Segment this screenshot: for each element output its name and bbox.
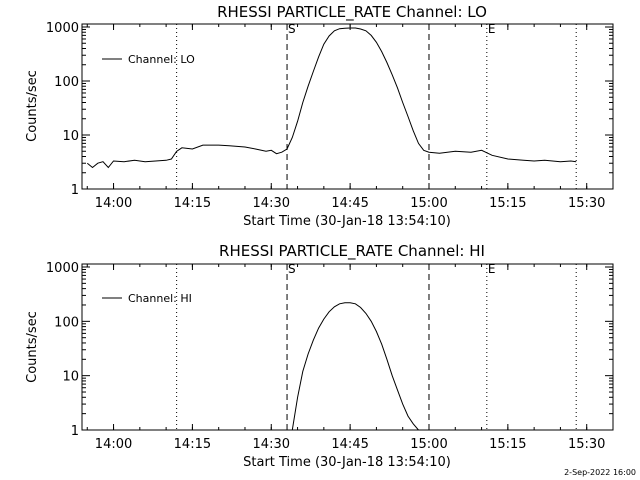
series-line [291,302,419,431]
x-tick-label: 15:15 [489,437,526,452]
legend-entry: Channel: HI [128,292,192,305]
x-tick-label: 14:15 [174,196,211,211]
timestamp-footer: 2-Sep-2022 16:00 [564,468,636,477]
y-tick-label: 100 [54,75,79,90]
x-tick-label: 15:00 [410,196,447,211]
y-tick-label: 1 [71,183,79,198]
x-tick-label: 15:30 [568,437,605,452]
x-tick-label: 14:45 [331,437,368,452]
y-tick-label: 10 [62,129,79,144]
y-tick-label: 1 [71,424,79,439]
start-marker-label: S [288,22,296,36]
x-tick-label: 14:15 [174,437,211,452]
plot-frame [81,23,614,190]
x-tick-label: 14:45 [331,196,368,211]
y-tick-label: 10 [62,370,79,385]
x-tick-label: 15:30 [568,196,605,211]
x-tick-label: 14:00 [95,437,132,452]
x-tick-label: 15:00 [410,437,447,452]
legend: Channel: LO [102,53,195,66]
plot-frame [81,263,614,431]
x-axis-label: Start Time (30-Jan-18 13:54:10) [243,455,451,470]
y-tick-label: 1000 [46,21,79,36]
x-tick-label: 14:30 [253,437,290,452]
y-tick-label: 1000 [46,261,79,276]
chart-title: RHESSI PARTICLE_RATE Channel: LO [217,3,487,22]
x-tick-label: 15:15 [489,196,526,211]
end-marker-label: E [488,22,496,36]
bottom-panel: RHESSI PARTICLE_RATE Channel: HI S E 14:0… [25,242,614,470]
start-marker-label: S [288,262,296,276]
y-axis-label: Counts/sec [25,70,40,142]
x-tick-label: 14:30 [253,196,290,211]
chart-title: RHESSI PARTICLE_RATE Channel: HI [219,242,485,261]
top-panel: RHESSI PARTICLE_RATE Channel: LO S E 14:0… [25,3,614,229]
legend: Channel: HI [102,292,192,305]
end-marker-label: E [488,262,496,276]
y-tick-label: 100 [54,315,79,330]
y-axis-label: Counts/sec [25,311,40,383]
x-tick-label: 14:00 [95,196,132,211]
legend-entry: Channel: LO [128,53,195,66]
series-line [86,27,577,169]
x-axis-label: Start Time (30-Jan-18 13:54:10) [243,214,451,229]
